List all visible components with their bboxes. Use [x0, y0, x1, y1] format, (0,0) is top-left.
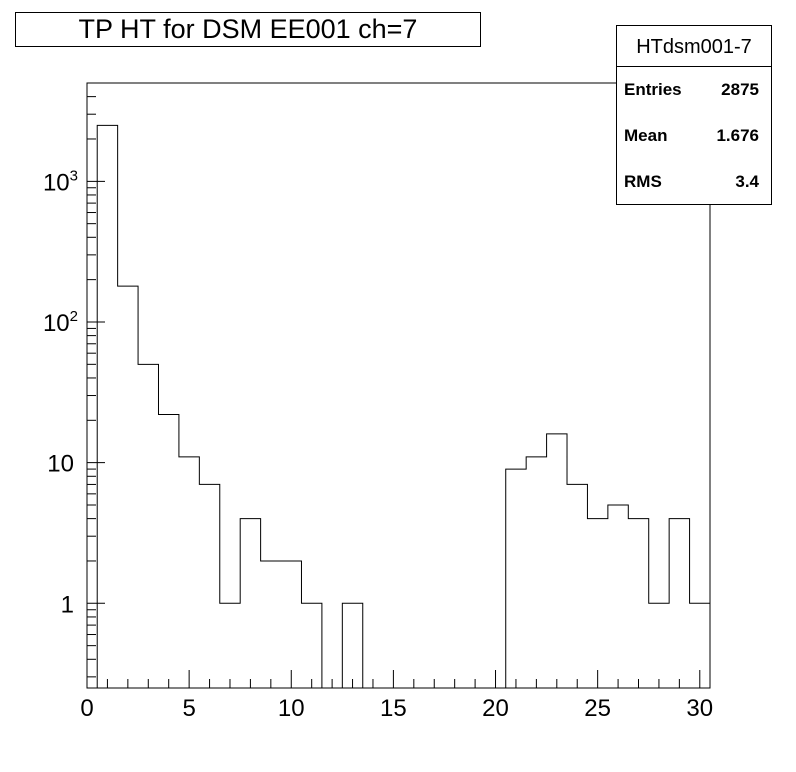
stats-row-mean: Mean 1.676: [617, 113, 771, 159]
stats-histogram-name: HTdsm001-7: [617, 26, 771, 67]
x-tick-labels: 0 5 10 15 20 25 30: [80, 695, 713, 722]
x-tick-label: 15: [380, 695, 407, 722]
y-tick-label: 10: [47, 451, 74, 478]
x-tick-label: 0: [80, 695, 93, 722]
stats-box: HTdsm001-7 Entries 2875 Mean 1.676 RMS 3…: [616, 25, 772, 205]
stats-label: Mean: [624, 126, 668, 145]
y-tick-label: 103: [43, 167, 78, 196]
stats-label: RMS: [624, 172, 662, 191]
stats-row-rms: RMS 3.4: [617, 159, 771, 205]
stats-value: 1.676: [716, 126, 759, 145]
stats-label: Entries: [624, 80, 682, 99]
x-tick-label: 20: [482, 695, 509, 722]
x-tick-label: 30: [686, 695, 713, 722]
stats-value: 3.4: [735, 172, 759, 191]
y-tick-label: 102: [43, 308, 78, 337]
x-tick-label: 5: [182, 695, 195, 722]
y-tick-labels: 1 10 102 103: [43, 167, 78, 618]
stats-row-entries: Entries 2875: [617, 67, 771, 113]
chart-title: TP HT for DSM EE001 ch=7: [15, 12, 481, 47]
stats-value: 2875: [721, 80, 759, 99]
x-tick-label: 10: [278, 695, 305, 722]
minor-ticks: [86, 82, 701, 688]
y-tick-label: 1: [61, 591, 74, 618]
histogram-outline: [87, 124, 710, 689]
x-tick-label: 25: [584, 695, 611, 722]
